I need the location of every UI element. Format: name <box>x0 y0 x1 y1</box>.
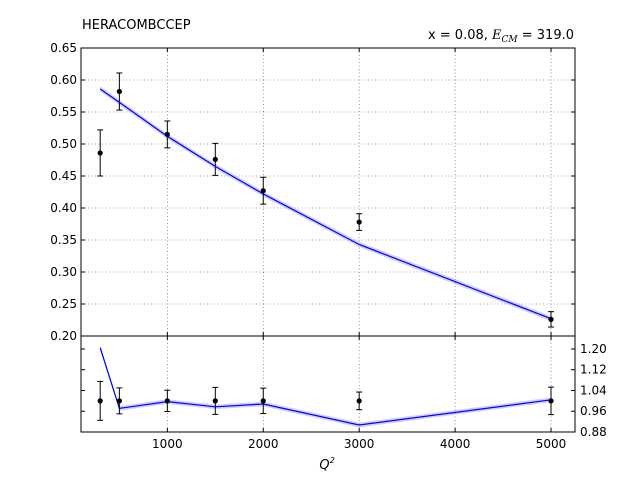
y-tick-label: 1.04 <box>580 383 607 397</box>
ratio-panel-frame <box>80 335 576 433</box>
y-tick-label: 0.20 <box>50 329 77 343</box>
data-point <box>548 398 554 404</box>
chart-title: HERACOMBCCEP <box>82 18 191 33</box>
y-tick-label: 0.65 <box>50 41 77 55</box>
data-point <box>116 88 122 95</box>
data-point <box>260 398 266 404</box>
main-panel-frame <box>80 47 576 337</box>
y-tick-label: 0.88 <box>580 425 607 439</box>
model-line <box>99 347 552 426</box>
y-tick-label: 0.30 <box>50 265 77 279</box>
x-tick-label: 5000 <box>536 437 567 451</box>
data-point <box>97 398 103 404</box>
x-tick-label: 1000 <box>152 437 183 451</box>
subtitle-symbol: E <box>491 28 502 43</box>
subtitle-subscript: CM <box>502 35 519 45</box>
x-axis-label: Q2 <box>319 456 334 473</box>
model-uncertainty-band <box>100 345 552 428</box>
y-tick-label: 1.20 <box>580 342 607 356</box>
data-point <box>97 150 103 156</box>
y-tick-label: 0.50 <box>50 137 77 151</box>
y-tick-label: 0.55 <box>50 105 77 119</box>
x-tick-label: 3000 <box>344 437 375 451</box>
x-axis-label-sup: 2 <box>330 456 335 465</box>
chart-subtitle: x = 0.08, ECM = 319.0 <box>428 28 574 45</box>
x-axis-label-base: Q <box>319 458 329 473</box>
x-tick-label: 2000 <box>248 437 279 451</box>
subtitle-suffix: = 319.0 <box>518 28 574 43</box>
y-tick-label: 0.25 <box>50 297 77 311</box>
main-panel: 0.20 0.25 0.30 0.35 0.40 0.45 0.50 0.55 0.60 0.65 <box>50 41 576 343</box>
data-point <box>164 131 170 137</box>
data-point <box>548 316 554 322</box>
data-point <box>356 398 362 404</box>
y-tick-label: 0.60 <box>50 73 77 87</box>
subtitle-prefix: x = 0.08, <box>428 28 492 43</box>
data-point <box>116 398 122 404</box>
y-tick-label: 1.12 <box>580 363 607 377</box>
data-point <box>212 156 218 162</box>
x-tick-label: 4000 <box>440 437 471 451</box>
y-tick-label: 0.45 <box>50 169 77 183</box>
data-point <box>212 398 218 404</box>
data-point <box>356 219 362 225</box>
y-tick-label: 0.96 <box>580 404 607 418</box>
y-tick-label: 0.40 <box>50 201 77 215</box>
data-point <box>260 188 266 194</box>
ratio-panel: 0.88 0.96 1.04 1.12 1.20 1000 2000 3000 4000 5000 <box>80 335 607 451</box>
data-point <box>164 398 170 404</box>
y-tick-label: 0.35 <box>50 233 77 247</box>
